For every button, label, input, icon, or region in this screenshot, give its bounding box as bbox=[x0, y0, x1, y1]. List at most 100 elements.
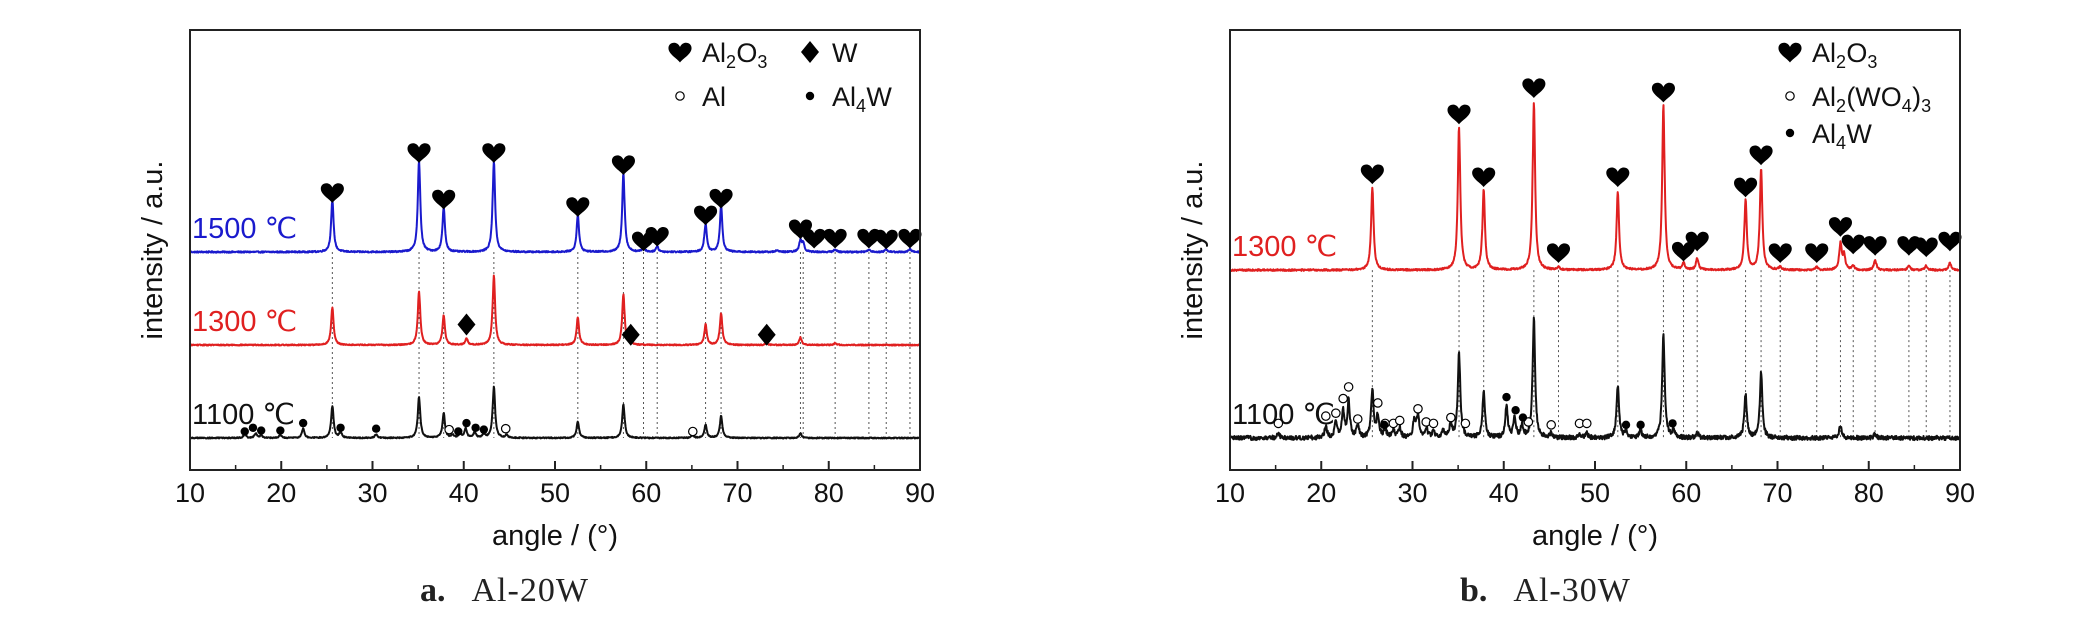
heart-marker bbox=[320, 183, 344, 203]
diamond-marker bbox=[457, 313, 476, 336]
legend-label: Al2 O3 bbox=[1812, 38, 1877, 72]
x-tick-label: 90 bbox=[1945, 478, 1975, 508]
legend-subscript: 2 bbox=[726, 52, 736, 72]
series-label: 1100 ℃ bbox=[1232, 399, 1335, 431]
filled-dot-marker bbox=[1380, 420, 1389, 430]
open-circle-marker bbox=[500, 423, 511, 434]
heart-marker bbox=[1897, 236, 1921, 256]
legend-subscript: 2 bbox=[1836, 52, 1846, 72]
open-circle-marker bbox=[1321, 411, 1331, 421]
x-axis-label: angle / (°) bbox=[492, 520, 618, 552]
open-circle-marker bbox=[1352, 414, 1363, 424]
legend-label: Al2 (WO4 )3 bbox=[1812, 82, 1931, 116]
open-circle-marker bbox=[1413, 403, 1423, 414]
filled-dot-marker bbox=[256, 426, 266, 435]
caption-letter: a. bbox=[420, 572, 446, 609]
heart-marker bbox=[432, 189, 456, 210]
legend-text: W bbox=[832, 38, 858, 68]
legend-text: Al bbox=[1812, 82, 1836, 112]
heart-marker bbox=[1606, 167, 1630, 188]
heart-marker bbox=[1651, 82, 1675, 103]
xrd-panel-b: 1300 ℃ 1100 ℃ 10 20 30 40 50 60 70 80 90 angle / (°… bbox=[1177, 29, 1975, 552]
filled-dot-marker bbox=[1668, 419, 1677, 428]
open-circle-marker bbox=[1446, 412, 1456, 423]
legend-text: Al bbox=[702, 82, 726, 112]
heart-marker bbox=[802, 228, 826, 249]
y-axis-label: intensity / a.u. bbox=[137, 161, 169, 340]
x-tick-label: 80 bbox=[1854, 478, 1884, 508]
open-circle-marker bbox=[1785, 91, 1795, 101]
open-circle-marker bbox=[1460, 418, 1471, 429]
heart-marker bbox=[1671, 241, 1696, 262]
open-circle-marker bbox=[1338, 393, 1348, 404]
heart-marker bbox=[1914, 237, 1938, 258]
legend-label: Al4 W bbox=[1812, 119, 1872, 153]
xrd-panel-a: 1500 ℃ 1300 ℃ 1100 ℃ 10 20 30 40 50 60 70 80 90 angl… bbox=[137, 29, 935, 552]
legend-text: Al bbox=[832, 82, 856, 112]
legend-text: Al bbox=[1812, 119, 1836, 149]
heart-marker bbox=[482, 143, 506, 163]
heart-marker bbox=[645, 226, 669, 247]
heart-marker bbox=[1768, 243, 1792, 264]
x-tick-label: 70 bbox=[1762, 478, 1792, 508]
filled-dot-marker bbox=[805, 91, 815, 101]
filled-dot-marker bbox=[479, 425, 489, 434]
x-tick-label: 10 bbox=[1215, 478, 1245, 508]
heart-marker bbox=[668, 42, 692, 63]
heart-marker bbox=[1805, 243, 1829, 264]
x-tick-label: 10 bbox=[175, 478, 205, 508]
filled-dot-marker bbox=[1636, 420, 1645, 430]
x-tick-label: 80 bbox=[814, 478, 844, 508]
filled-dot-marker bbox=[371, 424, 381, 433]
heart-marker bbox=[1522, 78, 1546, 99]
legend-text: O bbox=[736, 38, 757, 68]
filled-dot-marker bbox=[471, 423, 480, 432]
heart-marker bbox=[1828, 217, 1853, 237]
x-tick-label: 60 bbox=[1671, 478, 1701, 508]
legend-label: Al2 O3 bbox=[702, 38, 767, 72]
open-circle-marker bbox=[1394, 415, 1405, 426]
series-label: 1300 ℃ bbox=[1232, 231, 1337, 263]
heart-marker bbox=[1749, 145, 1773, 166]
spectrum-line-1 bbox=[189, 274, 921, 347]
heart-marker bbox=[1863, 236, 1887, 256]
legend-label: Al4 W bbox=[832, 82, 892, 116]
caption-panel-a: a. Al-20W bbox=[420, 572, 589, 610]
heart-marker bbox=[1447, 104, 1471, 125]
x-tick-label: 40 bbox=[449, 478, 479, 508]
filled-dot-marker bbox=[248, 423, 258, 432]
diamond-marker bbox=[801, 41, 819, 63]
heart-marker bbox=[1734, 177, 1758, 198]
filled-dot-marker bbox=[240, 427, 249, 436]
x-tick-label: 70 bbox=[722, 478, 752, 508]
open-circle-marker bbox=[1331, 408, 1341, 418]
heart-marker bbox=[874, 229, 898, 250]
heart-marker bbox=[407, 143, 431, 163]
filled-dot-marker bbox=[1621, 420, 1631, 430]
x-tick-label: 20 bbox=[1306, 478, 1336, 508]
filled-dot-marker bbox=[462, 418, 471, 428]
spectrum-line-0 bbox=[1229, 102, 1961, 272]
open-circle-marker bbox=[1546, 420, 1556, 430]
open-circle-marker bbox=[1581, 418, 1592, 429]
series-label: 1500 ℃ bbox=[192, 213, 297, 245]
open-circle-marker bbox=[1273, 418, 1284, 429]
heart-marker bbox=[694, 205, 718, 226]
legend-text: (WO bbox=[1846, 82, 1901, 112]
legend-text: W bbox=[866, 82, 892, 112]
legend-subscript: 3 bbox=[757, 52, 767, 72]
x-tick-label: 50 bbox=[1580, 478, 1610, 508]
open-circle-marker bbox=[1373, 398, 1383, 408]
x-tick-label: 50 bbox=[540, 478, 570, 508]
heart-marker bbox=[1938, 231, 1962, 252]
caption-letter: b. bbox=[1460, 572, 1488, 609]
legend-subscript: 4 bbox=[1836, 133, 1846, 153]
open-circle-marker bbox=[1343, 382, 1354, 392]
heart-marker bbox=[788, 219, 813, 240]
spectrum-line-0 bbox=[189, 159, 921, 254]
filled-dot-marker bbox=[336, 423, 345, 432]
legend-text: W bbox=[1846, 119, 1872, 149]
legend-label: Al bbox=[702, 82, 726, 112]
diamond-marker bbox=[757, 323, 776, 346]
